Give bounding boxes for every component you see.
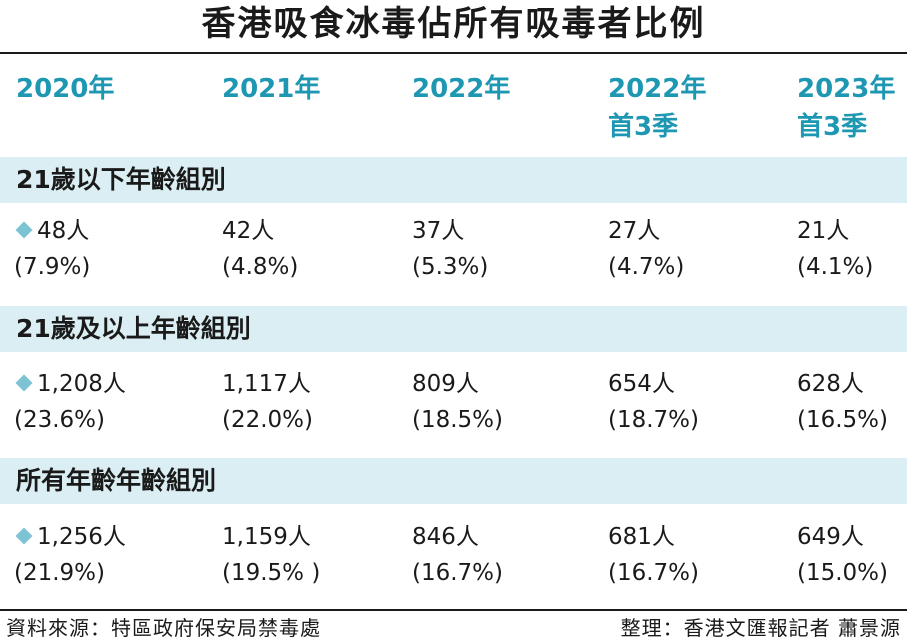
cell-count: 654人 [608, 371, 675, 397]
cell-percent: (23.6%) [14, 407, 106, 433]
cell-percent: (21.9%) [14, 560, 106, 586]
column-header-1: 2020年 [16, 70, 114, 108]
table-cell: 654人 (18.7%) [608, 366, 699, 438]
column-header-line2: 首3季 [797, 112, 868, 142]
table-cell: 1,159人 (19.5% ) [222, 519, 320, 591]
table-cell: 37人 (5.3%) [412, 213, 488, 285]
cell-percent: (4.8%) [222, 254, 299, 280]
cell-percent: (22.0%) [222, 407, 314, 433]
column-header-4: 2022年 首3季 [608, 70, 706, 146]
group-band-all-ages: 所有年齡年齡組別 [0, 458, 907, 504]
table-cell: 48人 (7.9%) [14, 213, 90, 285]
cell-percent: (18.5%) [412, 407, 504, 433]
diamond-bullet-icon [15, 527, 33, 545]
cell-count: 628人 [797, 371, 864, 397]
cell-count: 649人 [797, 524, 864, 550]
table-cell: 27人 (4.7%) [608, 213, 684, 285]
cell-percent: (18.7%) [608, 407, 700, 433]
column-header-line1: 2021年 [222, 74, 321, 104]
table-cell: 628人 (16.5%) [797, 366, 888, 438]
group-label: 21歲以下年齡組別 [16, 165, 226, 194]
column-header-line1: 2022年 [412, 74, 511, 104]
cell-count: 21人 [797, 218, 850, 244]
cell-count: 846人 [412, 524, 479, 550]
table-cell: 649人 (15.0%) [797, 519, 888, 591]
cell-percent: (5.3%) [412, 254, 489, 280]
column-header-line1: 2022年 [608, 74, 707, 104]
table-cell: 1,208人 (23.6%) [14, 366, 126, 438]
table-cell: 809人 (18.5%) [412, 366, 503, 438]
table-cell: 42人 (4.8%) [222, 213, 298, 285]
cell-count: 809人 [412, 371, 479, 397]
table-cell: 21人 (4.1%) [797, 213, 873, 285]
column-header-3: 2022年 [412, 70, 510, 108]
bottom-divider [0, 609, 907, 611]
cell-percent: (16.7%) [608, 560, 700, 586]
group-label: 所有年齡年齡組別 [16, 466, 217, 495]
cell-count: 1,117人 [222, 371, 311, 397]
cell-count: 42人 [222, 218, 275, 244]
table-cell: 846人 (16.7%) [412, 519, 503, 591]
cell-count: 1,159人 [222, 524, 311, 550]
cell-percent: (7.9%) [14, 254, 91, 280]
diamond-bullet-icon [15, 221, 33, 239]
cell-percent: (16.5%) [797, 407, 889, 433]
cell-percent: (4.7%) [608, 254, 685, 280]
cell-count: 1,256人 [37, 524, 126, 550]
cell-count: 37人 [412, 218, 465, 244]
cell-percent: (16.7%) [412, 560, 504, 586]
group-band-21-and-above: 21歲及以上年齡組別 [0, 306, 907, 352]
top-divider [0, 52, 907, 54]
column-header-line1: 2020年 [16, 74, 115, 104]
cell-count: 1,208人 [37, 371, 126, 397]
cell-percent: (19.5% ) [222, 560, 321, 586]
cell-count: 48人 [37, 218, 90, 244]
table-cell: 1,256人 (21.9%) [14, 519, 126, 591]
diamond-bullet-icon [15, 374, 33, 392]
column-header-2: 2021年 [222, 70, 320, 108]
column-header-line2: 首3季 [608, 112, 679, 142]
cell-percent: (15.0%) [797, 560, 889, 586]
group-label: 21歲及以上年齡組別 [16, 314, 251, 343]
cell-count: 27人 [608, 218, 661, 244]
cell-count: 681人 [608, 524, 675, 550]
table-cell: 1,117人 (22.0%) [222, 366, 313, 438]
group-band-under-21: 21歲以下年齡組別 [0, 157, 907, 203]
credit-note: 整理：香港文匯報記者 蕭景源 [620, 616, 901, 640]
column-header-line1: 2023年 [797, 74, 896, 104]
source-note: 資料來源：特區政府保安局禁毒處 [6, 616, 321, 640]
cell-percent: (4.1%) [797, 254, 874, 280]
table-cell: 681人 (16.7%) [608, 519, 699, 591]
column-header-5: 2023年 首3季 [797, 70, 895, 146]
chart-title: 香港吸食冰毒佔所有吸毒者比例 [201, 4, 706, 44]
